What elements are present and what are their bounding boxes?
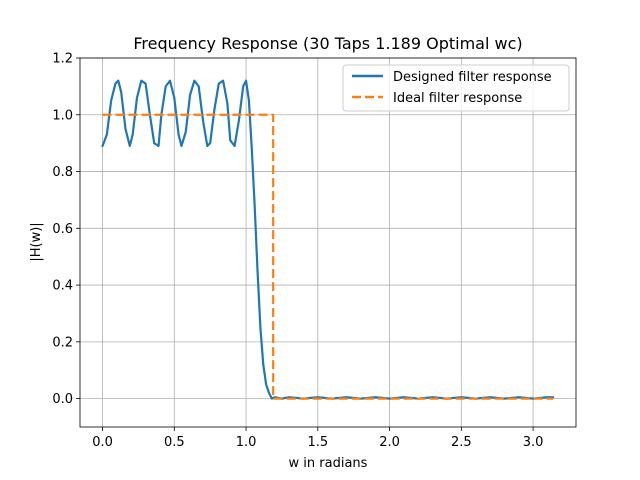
x-tick-label: 1.0 (236, 435, 257, 450)
legend-label-ideal: Ideal filter response (393, 91, 522, 106)
x-tick-label: 0.5 (164, 435, 185, 450)
x-tick-label: 3.0 (523, 435, 544, 450)
y-tick-label: 1.0 (52, 108, 73, 123)
y-axis-label: |H(w)| (29, 222, 44, 261)
legend-box (342, 64, 570, 112)
y-tick-label: 0.2 (52, 335, 73, 350)
y-tick-label: 1.2 (52, 52, 73, 67)
designed-filter-line (101, 79, 555, 400)
y-tick-label: 0.6 (52, 222, 73, 237)
y-tick-label: 0.8 (52, 165, 73, 180)
series-layer (101, 79, 555, 400)
x-tick-label: 1.5 (307, 435, 328, 450)
ideal-filter-line (102, 113, 554, 400)
plot-frame (79, 57, 577, 428)
x-tick-label: 0.0 (92, 435, 113, 450)
legend-label-designed: Designed filter response (393, 70, 552, 85)
legend: Designed filter response Ideal filter re… (342, 64, 570, 112)
chart-title: Frequency Response (30 Taps 1.189 Optima… (133, 34, 522, 53)
x-tick-label: 2.5 (451, 435, 472, 450)
x-tick-label: 2.0 (379, 435, 400, 450)
x-axis-label: w in radians (289, 456, 368, 471)
y-tick-label: 0.0 (52, 392, 73, 407)
ticks: 0.0 0.5 1.0 1.5 2.0 2.5 3.0 0.0 0.2 0.4 0.6 0.8 1.0 1… (52, 52, 543, 451)
y-tick-label: 0.4 (52, 279, 73, 294)
grid (80, 57, 576, 427)
